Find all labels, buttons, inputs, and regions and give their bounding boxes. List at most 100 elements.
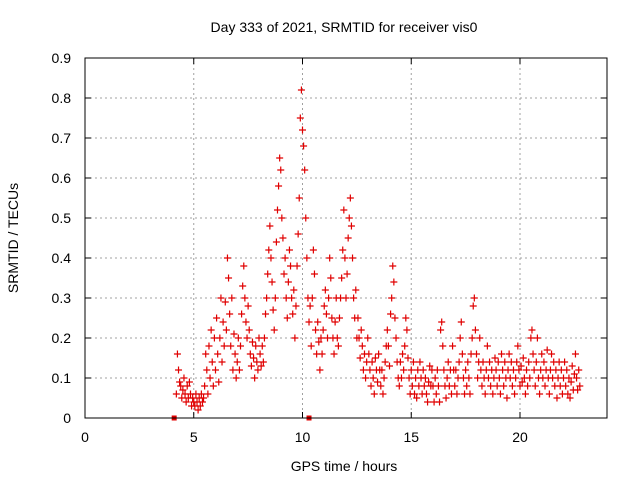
data-point [495,374,503,382]
data-point [391,314,399,322]
data-point [232,374,240,382]
data-point [330,350,338,358]
y-tick-label: 0.8 [52,90,72,106]
data-point [453,390,461,398]
data-point [492,366,500,374]
data-point [266,222,274,230]
data-point [334,342,342,350]
data-point [202,350,210,358]
y-tick-label: 0.1 [52,370,72,386]
data-point [345,214,353,222]
data-point [270,326,278,334]
data-point [476,334,484,342]
data-point [515,366,523,374]
data-point [205,342,213,350]
data-point [366,366,374,374]
data-point [409,358,417,366]
data-point [289,310,297,318]
data-point [468,334,476,342]
x-tick-label: 5 [190,429,198,445]
data-point [259,358,267,366]
data-point [568,362,576,370]
data-point [241,294,249,302]
y-tick-label: 0.7 [52,130,72,146]
data-point [528,326,536,334]
data-point [384,342,392,350]
data-point [347,222,355,230]
data-point [479,358,487,366]
data-point [516,382,524,390]
data-point [531,382,539,390]
data-point [265,246,273,254]
data-point [212,366,219,374]
data-point [327,274,335,282]
data-point [387,310,395,318]
data-point [283,314,291,322]
data-point [319,326,327,334]
data-point [478,382,486,390]
data-point [426,362,434,370]
data-point [207,326,215,334]
data-point [250,354,258,362]
data-point [402,314,410,322]
y-tick-label: 0.3 [52,290,72,306]
data-point [321,286,329,294]
data-point [505,350,513,358]
data-point [518,378,526,386]
data-point [570,370,578,378]
data-point [237,342,245,350]
data-point [352,286,360,294]
data-point [219,318,227,326]
data-point [320,302,328,310]
data-point [553,394,561,402]
data-point [325,294,333,302]
data-point [197,390,205,398]
data-point [268,278,276,286]
data-point [548,350,556,358]
data-point [217,294,225,302]
data-point [573,374,581,382]
data-point [356,354,364,362]
data-point [338,274,346,282]
data-point [251,374,259,382]
data-point [225,274,233,282]
data-point [290,286,298,294]
data-point [401,342,409,350]
data-point [280,270,288,278]
data-point [349,254,357,262]
data-point [315,338,323,346]
data-point [508,382,516,390]
data-point [238,310,246,318]
data-point [287,262,295,270]
data-point [281,254,289,262]
data-point [526,374,534,382]
data-point [562,382,570,390]
data-point [275,182,283,190]
data-point [365,350,373,358]
data-point [233,358,241,366]
data-point [328,314,336,322]
data-point [416,358,424,366]
data-point [185,378,193,386]
data-point [231,350,239,358]
data-point [381,358,389,366]
data-point [272,238,280,246]
data-point [201,382,209,390]
data-point [214,350,222,358]
data-point [208,358,216,366]
data-point [378,366,386,374]
data-point [399,350,407,358]
data-point [317,334,325,342]
data-point [465,374,473,382]
data-point [466,390,474,398]
data-point [302,214,310,222]
data-point [273,206,281,214]
data-point [177,382,185,390]
data-point [443,374,451,382]
data-point [257,362,265,370]
data-point [491,354,499,362]
data-point [226,310,234,318]
data-point [436,398,444,406]
data-point [178,394,186,402]
